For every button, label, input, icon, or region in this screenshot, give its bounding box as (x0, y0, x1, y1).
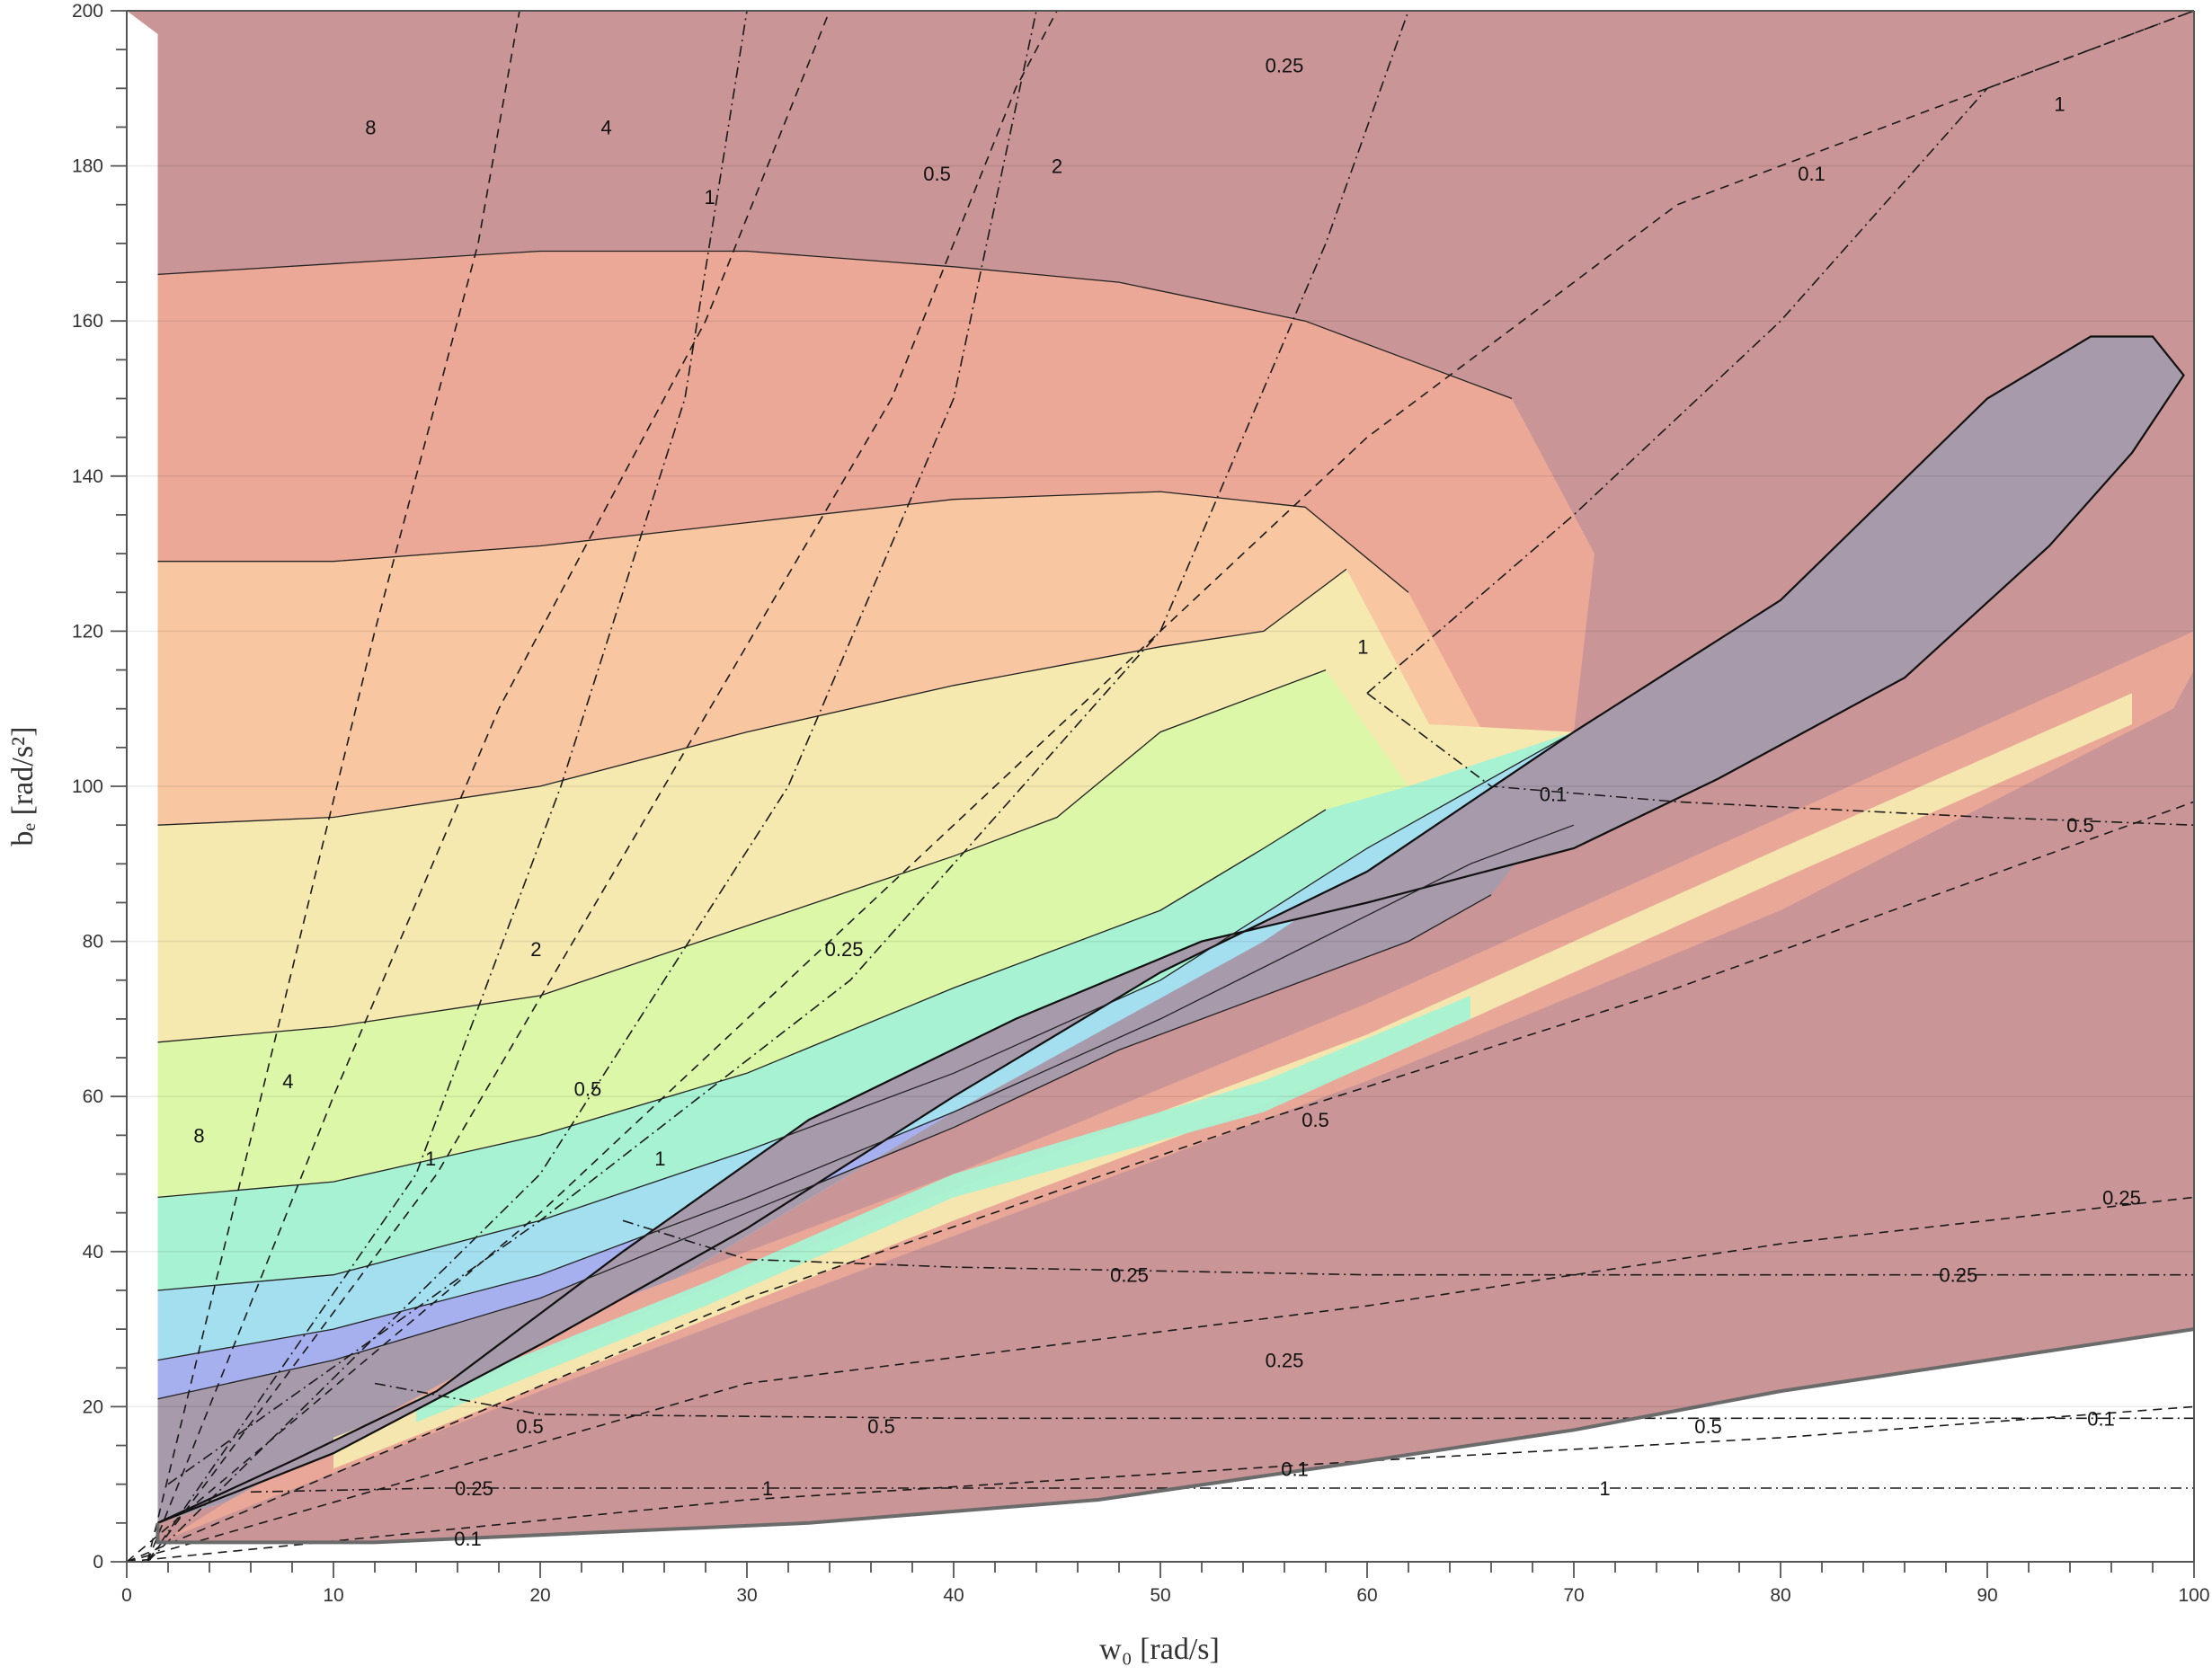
contour-label: 0.5 (867, 1415, 895, 1438)
contour-label: 0.25 (1110, 1264, 1149, 1287)
contour-labels: 8 4 1 0.5 2 0.25 0.1 1 8 4 2 1 0.5 0.25 1 1 0.1 0.5 0.5 0.2… (193, 54, 2141, 1550)
contour-label: 0.5 (1694, 1415, 1722, 1438)
dashdot-contour-0.25 (622, 1219, 2194, 1276)
x-tick-label: 90 (1977, 1585, 1997, 1606)
x-tick-label: 60 (1356, 1585, 1377, 1606)
dashed-contour-4 (147, 11, 831, 1562)
contour-label: 0.5 (1301, 1109, 1329, 1131)
band-edge-2 (157, 568, 1347, 826)
y-tick-label: 80 (83, 932, 103, 953)
contour-label: 0.25 (825, 938, 864, 961)
dashed-contour-0.25 (127, 1196, 2194, 1562)
dashed-contour-1 (127, 11, 2194, 1562)
contour-label: 0.5 (923, 163, 951, 185)
y-tick-label: 20 (83, 1396, 103, 1417)
dashdot-contour-0.1 (1366, 692, 2194, 826)
contour-label: 0.5 (574, 1078, 602, 1101)
x-tick-label: 70 (1563, 1585, 1584, 1606)
y-tick-label: 180 (72, 156, 103, 177)
contour-label: 0.25 (455, 1477, 493, 1500)
x-axis-title: w₀ [rad/s] (1099, 1633, 1220, 1666)
filled-contour-bands (127, 11, 2194, 1543)
band-edge-3 (157, 669, 1327, 1043)
contour-label: 1 (425, 1148, 436, 1170)
y-tick-label: 120 (72, 621, 103, 642)
dashed-contour-0.5 (127, 801, 2194, 1562)
contour-label: 0.25 (1939, 1264, 1977, 1287)
band-edge-6 (157, 824, 1575, 1361)
y-tick-label: 40 (83, 1242, 103, 1263)
y-tick-label: 0 (93, 1552, 103, 1573)
x-tick-label: 80 (1770, 1585, 1790, 1606)
contour-label: 0.1 (1281, 1458, 1309, 1480)
dashed-contour-2 (147, 11, 1058, 1562)
band-edge-1 (157, 491, 1409, 593)
x-tick-label: 50 (1150, 1585, 1170, 1606)
dashdot-contour-0.1 (1366, 11, 2194, 695)
contour-label: 0.1 (2087, 1407, 2115, 1430)
contour-lines (127, 11, 2194, 1562)
band-edge-0 (157, 250, 1513, 400)
contour-label: 0.5 (2066, 814, 2094, 837)
x-tick-label: 0 (121, 1585, 132, 1606)
contour-label: 0.25 (1266, 1350, 1304, 1372)
x-tick-label: 40 (943, 1585, 964, 1606)
dashed-contour-8 (147, 11, 520, 1562)
y-tick-label: 200 (72, 1, 103, 22)
contour-label: 1 (762, 1477, 773, 1500)
lower-stripe-2 (416, 996, 1470, 1422)
contour-label: 2 (530, 938, 541, 961)
contour-label: 1 (2054, 93, 2065, 116)
domain-boundary (155, 1327, 2194, 1545)
lower-stripe-1 (333, 693, 2132, 1469)
y-tick-label: 140 (72, 466, 103, 487)
contour-label: 2 (1052, 155, 1062, 178)
contour-label: 0.1 (454, 1528, 482, 1550)
contour-band-7 (157, 731, 1574, 1523)
contour-label: 0.25 (2102, 1186, 2141, 1209)
x-tick-label: 100 (2178, 1585, 2209, 1606)
x-tick-label: 10 (323, 1585, 343, 1606)
dashdot-contour-1 (250, 1487, 2194, 1493)
contour-label: 4 (600, 116, 611, 138)
dashdot-contour-0.25 (167, 11, 1409, 1485)
contour-label: 8 (193, 1124, 204, 1147)
contour-label: 1 (654, 1148, 665, 1170)
y-tick-label: 60 (83, 1086, 103, 1107)
y-axis-title: bₑ [rad/s²] (6, 726, 40, 846)
band-edge-4 (157, 809, 1327, 1199)
contour-label: 0.1 (1540, 784, 1568, 806)
contour-label: 1 (704, 186, 715, 208)
axes: 0 10 20 30 40 50 60 70 80 90 100020406080100120140… (72, 1, 2210, 1606)
dashdot-contour-0.5 (374, 1382, 2194, 1420)
contour-label: 0.5 (516, 1415, 544, 1438)
contour-label: 1 (1599, 1477, 1610, 1500)
core-region (157, 335, 2185, 1524)
contour-label: 8 (365, 116, 376, 138)
x-tick-label: 30 (736, 1585, 757, 1606)
x-tick-label: 20 (529, 1585, 550, 1606)
band-edge-7 (157, 894, 1492, 1400)
y-tick-label: 160 (72, 311, 103, 332)
y-tick-label: 100 (72, 776, 103, 797)
contour-label: 0.25 (1266, 54, 1304, 76)
contour-label: 4 (282, 1070, 293, 1093)
contour-label: 0.1 (1798, 163, 1826, 185)
dashdot-contour-0.5 (147, 11, 1037, 1562)
contour-label: 1 (1357, 636, 1368, 659)
dashdot-contour-1 (147, 11, 748, 1562)
